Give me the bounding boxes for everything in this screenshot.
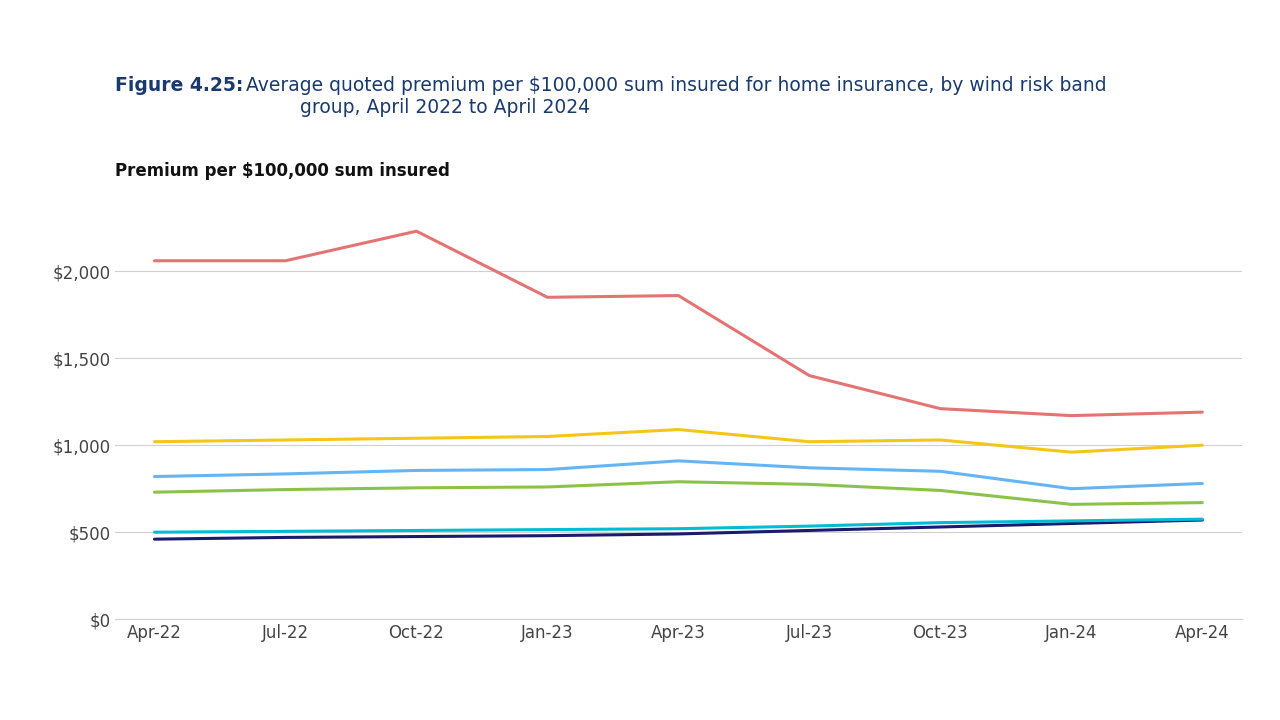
Text: Premium per $100,000 sum insured: Premium per $100,000 sum insured [115,162,451,180]
Text: Average quoted premium per $100,000 sum insured for home insurance, by wind risk: Average quoted premium per $100,000 sum … [234,76,1107,117]
Legend: ARPC wind risk band group, low to high risk, B–F, G–J, K–N, O–R, S–U, W: ARPC wind risk band group, low to high r… [252,719,1105,720]
Text: Figure 4.25:: Figure 4.25: [115,76,243,94]
